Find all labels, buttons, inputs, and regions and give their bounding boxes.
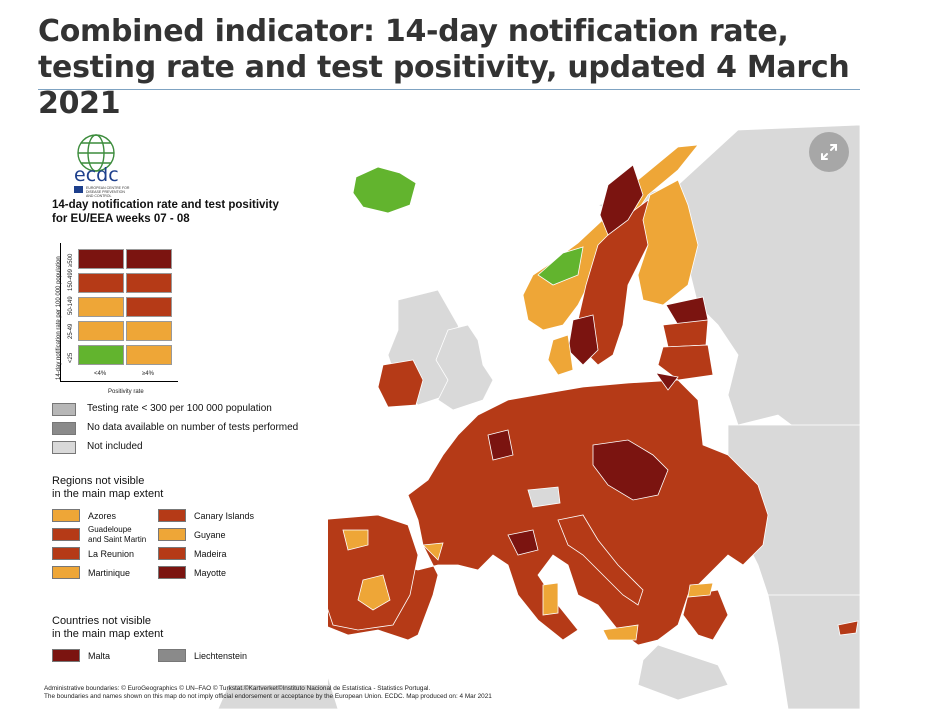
logo-wordmark: ecdc: [74, 164, 119, 186]
region-swatch: [52, 528, 80, 541]
region-swatch: [158, 547, 186, 560]
country-swatch: [52, 649, 80, 662]
ecdc-logo: ecdc EUROPEAN CENTRE FOR DISEASE PREVENT…: [56, 131, 176, 201]
title-divider: [38, 89, 860, 90]
region-swatch: [158, 528, 186, 541]
countries-title: Countries not visible in the main map ex…: [52, 615, 164, 640]
legend-row-label: 50-149: [68, 296, 74, 315]
region-label: Madeira: [194, 549, 227, 559]
svg-text:AND CONTROL: AND CONTROL: [86, 194, 112, 198]
region-label: Guyane: [194, 530, 226, 540]
legend-row-label: ≥500: [68, 253, 74, 267]
page-title: Combined indicator: 14-day notification …: [38, 14, 850, 121]
legend-swatch: [52, 422, 76, 435]
expand-arrows-icon: [821, 144, 837, 160]
legend-row-label: 25-49: [68, 323, 74, 339]
legend-matrix-cell: [126, 297, 172, 317]
region-swatch: [52, 566, 80, 579]
legend-swatch: [52, 441, 76, 454]
svg-text:DISEASE PREVENTION: DISEASE PREVENTION: [86, 190, 125, 194]
map-credits: Administrative boundaries: © EuroGeograp…: [44, 685, 492, 700]
region-label: Martinique: [88, 568, 131, 578]
x-axis-title: Positivity rate: [108, 389, 144, 395]
legend-matrix-cell: [126, 321, 172, 341]
x-axis-line: [60, 381, 178, 382]
region-swatch: [52, 547, 80, 560]
legend-matrix-cell: [126, 273, 172, 293]
region-label: Azores: [88, 511, 117, 521]
uk-region: [435, 324, 494, 411]
legend-matrix-cell: [126, 345, 172, 365]
map-figure: ecdc EUROPEAN CENTRE FOR DISEASE PREVENT…: [38, 125, 860, 709]
legend-swatch: [52, 403, 76, 416]
expand-button[interactable]: [809, 132, 849, 172]
legend-column-label: <4%: [94, 371, 107, 377]
country-label: Liechtenstein: [194, 651, 248, 661]
legend-matrix-cell: [78, 273, 124, 293]
y-axis-title: 14-day notification rate per 100 000 pop…: [56, 256, 62, 380]
region-label: La Reunion: [88, 549, 135, 559]
regions-title: Regions not visible in the main map exte…: [52, 475, 164, 500]
legend-title: 14-day notification rate and test positi…: [52, 199, 279, 225]
legend-matrix-cell: [126, 249, 172, 269]
legend-matrix-cell: [78, 321, 124, 341]
svg-text:EUROPEAN CENTRE FOR: EUROPEAN CENTRE FOR: [86, 186, 130, 190]
legend-key-label: Testing rate < 300 per 100 000 populatio…: [87, 403, 272, 414]
y-axis-line: [60, 243, 61, 381]
country-label: Malta: [88, 651, 111, 661]
legend-matrix-cell: [78, 249, 124, 269]
region-swatch: [52, 509, 80, 522]
legend-matrix-cell: [78, 297, 124, 317]
legend-key-label: No data available on number of tests per…: [87, 422, 299, 433]
map-legend: ecdc EUROPEAN CENTRE FOR DISEASE PREVENT…: [38, 125, 328, 685]
region-label: Mayotte: [194, 568, 227, 578]
region-label: Guadeloupe and Saint Martin: [88, 525, 147, 544]
region-swatch: [158, 509, 186, 522]
ecdc-globe-icon: ecdc EUROPEAN CENTRE FOR DISEASE PREVENT…: [74, 134, 130, 198]
region-swatch: [158, 566, 186, 579]
legend-row-label: 150-499: [68, 268, 74, 291]
country-swatch: [158, 649, 186, 662]
legend-row-label: <25: [68, 352, 74, 363]
legend-matrix-cell: [78, 345, 124, 365]
legend-column-label: ≥4%: [142, 371, 154, 377]
europe-map: [217, 125, 860, 709]
legend-key-label: Not included: [87, 441, 143, 452]
region-label: Canary Islands: [194, 511, 255, 521]
